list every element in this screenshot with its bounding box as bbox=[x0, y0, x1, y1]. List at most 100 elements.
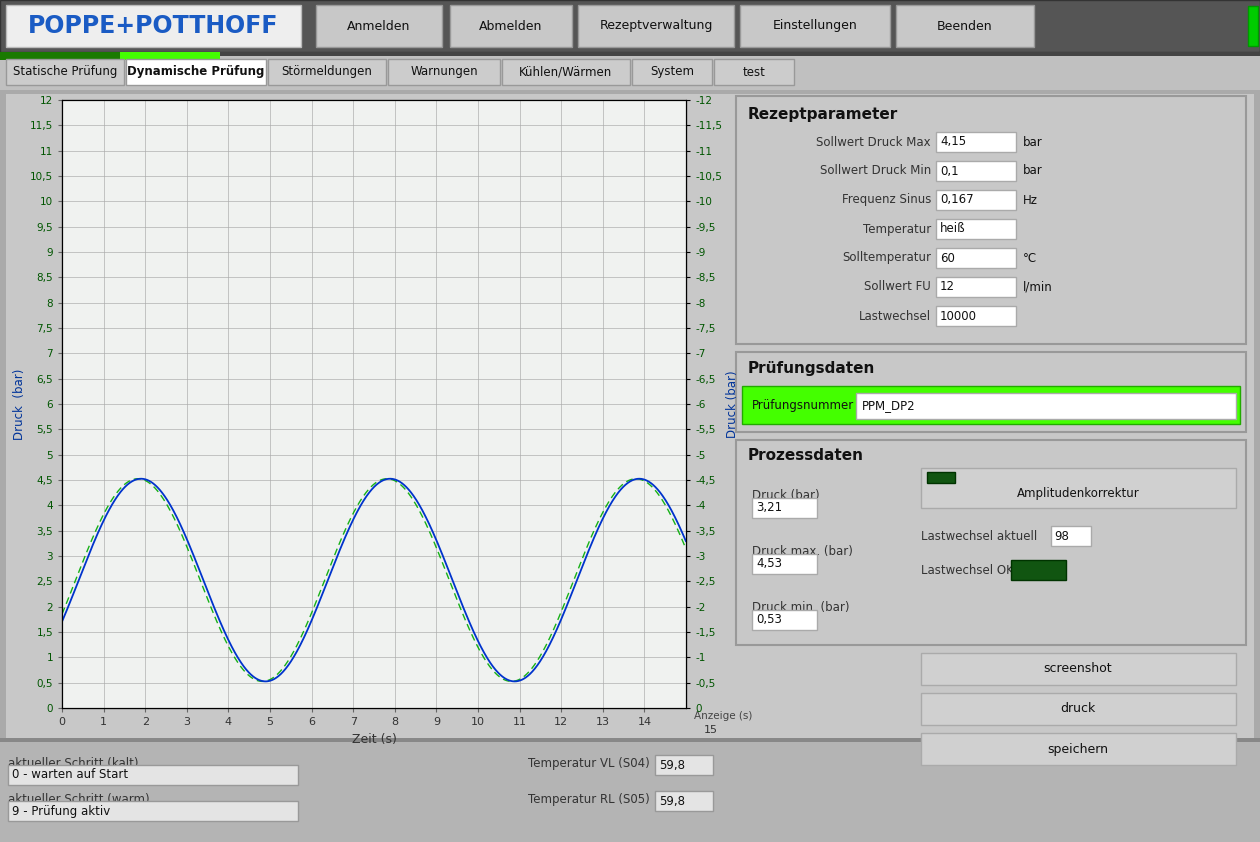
Bar bbox=[1247, 6, 1257, 46]
Text: bar: bar bbox=[1023, 164, 1043, 178]
Text: speichern: speichern bbox=[1047, 743, 1109, 755]
Bar bbox=[655, 791, 713, 811]
Text: 10000: 10000 bbox=[940, 310, 977, 322]
Text: Störmeldungen: Störmeldungen bbox=[281, 66, 373, 78]
Text: Einstellungen: Einstellungen bbox=[772, 19, 857, 33]
Bar bbox=[6, 94, 1254, 738]
Text: 12: 12 bbox=[940, 280, 955, 294]
Bar bbox=[752, 554, 816, 574]
Text: Temperatur RL (S05): Temperatur RL (S05) bbox=[528, 793, 650, 807]
Text: 60: 60 bbox=[940, 252, 955, 264]
Text: Amplitudenkorrektur: Amplitudenkorrektur bbox=[1017, 487, 1139, 499]
Bar bbox=[0, 742, 1260, 842]
Bar bbox=[742, 386, 1240, 424]
Bar bbox=[655, 755, 713, 775]
Text: Anzeige (s): Anzeige (s) bbox=[694, 711, 752, 721]
Bar bbox=[736, 352, 1246, 432]
Text: Rezeptverwaltung: Rezeptverwaltung bbox=[600, 19, 713, 33]
Bar bbox=[388, 59, 500, 85]
Text: 0,167: 0,167 bbox=[940, 194, 974, 206]
Text: Kühlen/Wärmen: Kühlen/Wärmen bbox=[519, 66, 612, 78]
Text: Prüfungsnummer: Prüfungsnummer bbox=[752, 398, 854, 412]
Bar bbox=[921, 733, 1236, 765]
Text: heiß: heiß bbox=[940, 222, 965, 236]
Bar bbox=[714, 59, 794, 85]
Text: 4,53: 4,53 bbox=[756, 557, 782, 571]
Bar bbox=[752, 498, 816, 518]
Text: aktueller Schritt (kalt): aktueller Schritt (kalt) bbox=[8, 758, 139, 770]
Bar bbox=[0, 52, 1260, 60]
Bar bbox=[450, 5, 572, 47]
Text: 4,15: 4,15 bbox=[940, 136, 966, 148]
Bar bbox=[927, 472, 955, 483]
Text: Solltemperatur: Solltemperatur bbox=[842, 252, 931, 264]
Bar bbox=[736, 440, 1246, 645]
Text: POPPE+POTTHOFF: POPPE+POTTHOFF bbox=[28, 14, 278, 38]
Text: aktueller Schritt (warm): aktueller Schritt (warm) bbox=[8, 793, 150, 807]
Text: System: System bbox=[650, 66, 694, 78]
Text: Hz: Hz bbox=[1023, 194, 1038, 206]
Bar bbox=[736, 96, 1246, 344]
Bar bbox=[856, 393, 1236, 419]
Text: Prüfungsdaten: Prüfungsdaten bbox=[748, 360, 876, 376]
Text: 98: 98 bbox=[1055, 530, 1068, 542]
Text: Temperatur: Temperatur bbox=[863, 222, 931, 236]
Text: 59,8: 59,8 bbox=[659, 795, 685, 807]
Bar bbox=[936, 161, 1016, 181]
Y-axis label: Druck (bar): Druck (bar) bbox=[726, 370, 740, 438]
Y-axis label: Druck  (bar): Druck (bar) bbox=[13, 368, 25, 440]
Bar bbox=[896, 5, 1034, 47]
Text: Lastwechsel OK: Lastwechsel OK bbox=[921, 563, 1014, 577]
Bar bbox=[8, 801, 299, 821]
Text: Lastwechsel: Lastwechsel bbox=[859, 310, 931, 322]
Bar bbox=[936, 248, 1016, 268]
Bar bbox=[0, 738, 1260, 742]
Text: 59,8: 59,8 bbox=[659, 759, 685, 771]
Text: Prozessdaten: Prozessdaten bbox=[748, 449, 864, 463]
Bar bbox=[578, 5, 735, 47]
Text: Warnungen: Warnungen bbox=[411, 66, 478, 78]
Text: Sollwert Druck Min: Sollwert Druck Min bbox=[820, 164, 931, 178]
Bar bbox=[936, 219, 1016, 239]
Bar bbox=[921, 693, 1236, 725]
Bar bbox=[1051, 526, 1091, 546]
Bar bbox=[921, 653, 1236, 685]
Text: screenshot: screenshot bbox=[1043, 663, 1113, 675]
Bar bbox=[120, 52, 220, 60]
Bar bbox=[6, 5, 301, 47]
Bar bbox=[921, 468, 1236, 508]
Text: PPM_DP2: PPM_DP2 bbox=[862, 399, 916, 413]
Text: bar: bar bbox=[1023, 136, 1043, 148]
Bar bbox=[936, 132, 1016, 152]
Text: Abmelden: Abmelden bbox=[479, 19, 543, 33]
Text: 15: 15 bbox=[704, 725, 718, 735]
Bar bbox=[268, 59, 386, 85]
Text: Statische Prüfung: Statische Prüfung bbox=[13, 66, 117, 78]
Text: Druck max. (bar): Druck max. (bar) bbox=[752, 546, 853, 558]
Bar bbox=[0, 90, 1260, 742]
Bar bbox=[740, 5, 890, 47]
Text: Rezeptparameter: Rezeptparameter bbox=[748, 106, 898, 121]
Text: 0,1: 0,1 bbox=[940, 164, 959, 178]
Bar bbox=[752, 610, 816, 630]
Text: 0 - warten auf Start: 0 - warten auf Start bbox=[13, 769, 129, 781]
Bar bbox=[0, 52, 120, 60]
Bar bbox=[936, 306, 1016, 326]
Bar bbox=[316, 5, 442, 47]
Bar bbox=[633, 59, 712, 85]
Text: Druck (bar): Druck (bar) bbox=[752, 489, 819, 503]
Text: Frequenz Sinus: Frequenz Sinus bbox=[842, 194, 931, 206]
Text: test: test bbox=[742, 66, 765, 78]
Bar bbox=[8, 765, 299, 785]
Bar bbox=[501, 59, 630, 85]
Text: °C: °C bbox=[1023, 252, 1037, 264]
Text: Dynamische Prüfung: Dynamische Prüfung bbox=[127, 66, 265, 78]
Text: druck: druck bbox=[1061, 702, 1096, 716]
Text: Sollwert FU: Sollwert FU bbox=[864, 280, 931, 294]
Text: Lastwechsel aktuell: Lastwechsel aktuell bbox=[921, 530, 1037, 542]
Text: Temperatur VL (S04): Temperatur VL (S04) bbox=[528, 758, 650, 770]
Bar bbox=[1011, 560, 1066, 580]
Text: l/min: l/min bbox=[1023, 280, 1053, 294]
Bar bbox=[62, 100, 685, 708]
X-axis label: Zeit (s): Zeit (s) bbox=[352, 733, 397, 745]
